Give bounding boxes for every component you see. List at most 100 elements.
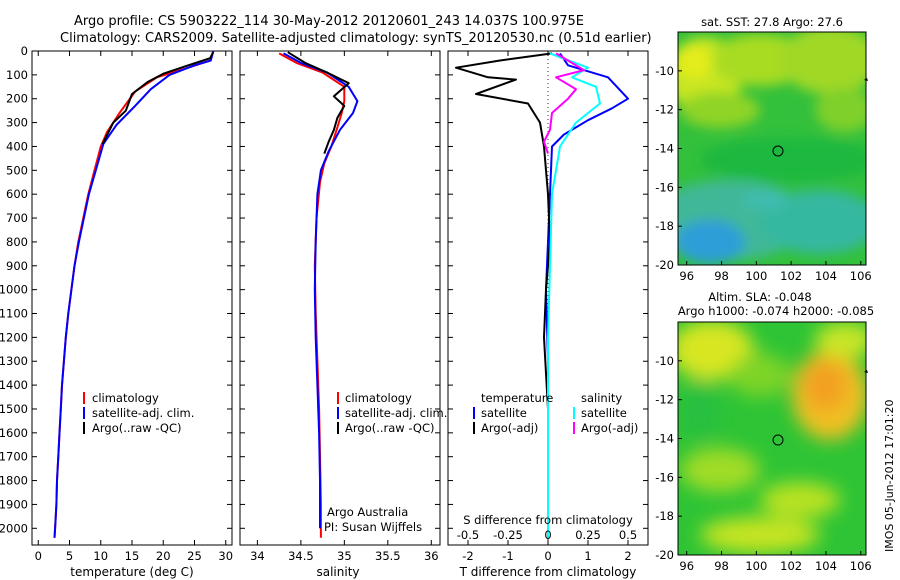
- temperature-legend-satellite: satellite-adj. clim.: [92, 406, 194, 420]
- map-x-tick-label: 102: [780, 269, 802, 283]
- sla-map-subtitle: Argo h1000: -0.074 h2000: -0.085: [678, 304, 874, 318]
- sla-map-panel: Altim. SLA: -0.048 Argo h1000: -0.074 h2…: [655, 290, 874, 573]
- x-tick-label: 34: [250, 549, 265, 563]
- x-tick-label: 0: [35, 549, 42, 563]
- depth-tick-label: 400: [6, 139, 28, 153]
- map-x-tick-label: 104: [815, 559, 837, 573]
- sla-map-ticks: 96 98 100 102 104 106 -10 -12 -14 -16 -18 -20: [655, 354, 872, 573]
- depth-tick-label: 1600: [0, 426, 28, 440]
- depth-tick-label: 2000: [0, 521, 28, 535]
- depth-tick-label: 1700: [0, 450, 28, 464]
- depth-tick-label: 1200: [0, 330, 28, 344]
- depth-tick-label: 1100: [0, 307, 28, 321]
- difference-xlabel: T difference from climatology: [459, 565, 637, 579]
- map-x-tick-label: 100: [745, 559, 767, 573]
- salinity-legend-satellite: satellite-adj. clim.: [345, 406, 447, 420]
- series-line-salinity-satellite: [547, 52, 601, 538]
- sst-map-panel: sat. SST: 27.8 Argo: 27.6 96 98 100 102 104 1…: [655, 15, 872, 283]
- series-line-argo-raw-qc-: [287, 51, 350, 154]
- x-tick-label: 30: [218, 549, 233, 563]
- sla-argo-location-marker: [772, 434, 784, 446]
- x-tick-label: -2: [462, 549, 473, 563]
- depth-tick-label: 0: [21, 44, 28, 58]
- x-tick-label: 36: [424, 549, 439, 563]
- depth-tick-label: 600: [6, 187, 28, 201]
- sst-argo-location-marker: [772, 145, 784, 157]
- salinity-ticks: 34 34.5 35 35.5 36: [240, 50, 440, 563]
- map-y-tick-label: -20: [655, 548, 674, 562]
- map-y-tick-label: -12: [655, 103, 674, 117]
- legend-temperature-argo: Argo(-adj): [481, 421, 538, 435]
- x-tick-label: 25: [187, 549, 202, 563]
- salinity-diff-tick-label: 0: [544, 528, 551, 542]
- map-y-tick-label: -10: [655, 64, 674, 78]
- map-y-tick-label: -18: [655, 509, 674, 523]
- x-tick-label: 1: [584, 549, 591, 563]
- temperature-legend-climatology: climatology: [92, 391, 159, 405]
- salinity-difference-ticks: -0.5 -0.25 0 0.25 0.5: [457, 528, 637, 542]
- map-y-tick-label: -18: [655, 219, 674, 233]
- series-line-argo-raw-qc-: [101, 51, 215, 145]
- depth-tick-label: 1000: [0, 283, 28, 297]
- series-line-temperature-argo-adj-: [455, 52, 553, 538]
- legend-title-salinity: salinity: [581, 391, 622, 405]
- map-x-tick-label: 98: [714, 559, 729, 573]
- map-x-tick-label: 106: [850, 559, 872, 573]
- salinity-diff-tick-label: 0.25: [575, 528, 601, 542]
- x-tick-label: -1: [502, 549, 513, 563]
- temperature-ticks: 0 5 10 15 20 25 300100200300400500600700800900…: [0, 44, 233, 563]
- salinity-diff-tick-label: 0.5: [619, 528, 637, 542]
- depth-tick-label: 1500: [0, 402, 28, 416]
- x-tick-label: 15: [125, 549, 140, 563]
- map-x-tick-label: 96: [679, 269, 694, 283]
- temperature-legend-argo: Argo(..raw -QC): [92, 421, 182, 435]
- x-tick-label: 10: [93, 549, 108, 563]
- difference-panel: -2 -1 0 1 2 T difference from climatology S …: [447, 50, 649, 579]
- x-tick-label: 5: [66, 549, 73, 563]
- sst-map-title: sat. SST: 27.8 Argo: 27.6: [701, 15, 843, 29]
- sst-map-ticks: 96 98 100 102 104 106 -10 -12 -14 -16 -18 -20: [655, 64, 872, 283]
- x-tick-label: 2: [624, 549, 631, 563]
- depth-tick-label: 800: [6, 235, 28, 249]
- salinity-difference-label: S difference from climatology: [463, 513, 633, 527]
- header-line-1: Argo profile: CS 5903222_114 30-May-2012…: [74, 14, 584, 29]
- depth-tick-label: 100: [6, 68, 28, 82]
- temperature-legend: climatology satellite-adj. clim. Argo(..…: [83, 391, 194, 435]
- x-tick-label: 35.5: [375, 549, 401, 563]
- depth-tick-label: 700: [6, 211, 28, 225]
- temperature-axes: [31, 50, 233, 546]
- salinity-legend-argo: Argo(..raw -QC): [345, 421, 435, 435]
- map-x-tick-label: 106: [850, 269, 872, 283]
- depth-tick-label: 200: [6, 92, 28, 106]
- salinity-xlabel: salinity: [316, 565, 359, 579]
- depth-tick-label: 500: [6, 163, 28, 177]
- depth-tick-label: 1400: [0, 378, 28, 392]
- x-tick-label: 20: [156, 549, 171, 563]
- salinity-legend: climatology satellite-adj. clim. Argo(..…: [337, 391, 447, 435]
- sla-coast-mark: [864, 370, 868, 373]
- map-y-tick-label: -10: [655, 354, 674, 368]
- sst-map-image: [678, 32, 866, 265]
- salinity-diff-tick-label: -0.25: [493, 528, 523, 542]
- legend-salinity-satellite: satellite: [581, 406, 627, 420]
- sst-coast-mark: [864, 78, 868, 81]
- series-line-satellite-adj-clim-: [53, 50, 215, 538]
- salinity-diff-tick-label: -0.5: [457, 528, 479, 542]
- map-x-tick-label: 102: [780, 559, 802, 573]
- salinity-panel: 34 34.5 35 35.5 36 salinity climatology sate…: [239, 50, 447, 579]
- salinity-lines: [278, 51, 359, 538]
- map-y-tick-label: -14: [655, 142, 674, 156]
- pi-label: PI: Susan Wijffels: [324, 520, 422, 534]
- map-x-tick-label: 98: [714, 269, 729, 283]
- legend-salinity-argo: Argo(-adj): [581, 421, 638, 435]
- salinity-axes: [239, 50, 441, 546]
- x-tick-label: 34.5: [288, 549, 314, 563]
- header-line-2: Climatology: CARS2009. Satellite-adjuste…: [60, 31, 652, 46]
- sla-map-title: Altim. SLA: -0.048: [708, 290, 812, 304]
- temperature-xlabel: temperature (deg C): [70, 565, 193, 579]
- series-line-salinity-argo-adj-: [543, 52, 585, 154]
- x-tick-label: 0: [544, 549, 551, 563]
- depth-tick-label: 300: [6, 116, 28, 130]
- difference-ticks: -2 -1 0 1 2: [448, 50, 648, 563]
- depth-tick-label: 900: [6, 259, 28, 273]
